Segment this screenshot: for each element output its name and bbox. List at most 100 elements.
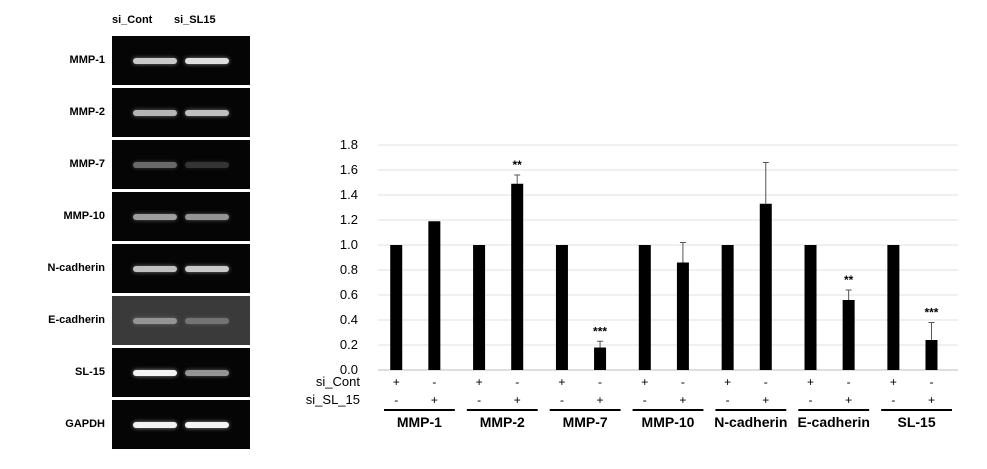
gel-band (133, 161, 177, 168)
x-category-label: MMP-7 (563, 414, 608, 430)
significance-label: *** (593, 324, 607, 338)
gel-band (133, 109, 177, 116)
sign-si-cont: + (558, 375, 565, 389)
sign-si-sl15: - (726, 393, 730, 407)
gel-band (185, 161, 229, 168)
y-tick-label: 0.2 (340, 337, 358, 352)
bar-si-sl15 (511, 183, 524, 370)
sign-si-sl15: - (809, 393, 813, 407)
sign-si-sl15: - (891, 393, 895, 407)
sign-si-cont: + (890, 375, 897, 389)
gel-row-label: MMP-2 (69, 106, 105, 118)
x-category-label: SL-15 (898, 414, 936, 430)
y-tick-label: 0.4 (340, 312, 358, 327)
sign-si-sl15: + (762, 393, 769, 407)
x-category-label: MMP-1 (397, 414, 442, 430)
gel-band (185, 421, 229, 428)
gel-panel (112, 192, 250, 241)
bar-si-sl15 (676, 262, 689, 370)
gel-row-mmp-10: MMP-10 (30, 192, 250, 241)
gel-row-label: MMP-10 (63, 210, 105, 222)
western-blot-panels: MMP-1 MMP-2 MMP-7 MMP-10 N-cadherin E-cadheri… (30, 36, 250, 460)
row-label-si-sl15: si_SL_15 (306, 392, 360, 407)
gel-panel (112, 296, 250, 345)
gel-row-label: GAPDH (65, 418, 105, 430)
bar-si-sl15 (925, 340, 938, 370)
sign-si-cont: - (681, 375, 685, 389)
significance-label: *** (924, 306, 938, 320)
gel-row-mmp-7: MMP-7 (30, 140, 250, 189)
sign-si-cont: + (476, 375, 483, 389)
sign-si-cont: + (641, 375, 648, 389)
y-tick-label: 0.6 (340, 287, 358, 302)
y-tick-label: 1.2 (340, 212, 358, 227)
gel-band (185, 57, 229, 64)
gel-row-mmp-2: MMP-2 (30, 88, 250, 137)
x-category-label: MMP-10 (642, 414, 695, 430)
bar-si-sl15 (428, 221, 441, 370)
gel-row-label: N-cadherin (47, 262, 105, 274)
gel-band (133, 369, 177, 376)
bar-si-sl15 (759, 203, 772, 370)
sign-si-sl15: - (394, 393, 398, 407)
x-category-label: E-cadherin (798, 414, 870, 430)
bar-si-cont (473, 245, 486, 370)
bar-si-sl15 (594, 347, 607, 370)
gel-panel (112, 400, 250, 449)
gel-row-sl-15: SL-15 (30, 348, 250, 397)
bar-si-sl15 (842, 300, 855, 370)
gel-band (133, 265, 177, 272)
gel-band (185, 265, 229, 272)
x-category-label: MMP-2 (480, 414, 525, 430)
gel-row-label: E-cadherin (48, 314, 105, 326)
gel-panel (112, 36, 250, 85)
sign-si-sl15: + (597, 393, 604, 407)
gel-panel (112, 348, 250, 397)
sign-si-sl15: - (477, 393, 481, 407)
sign-si-cont: - (598, 375, 602, 389)
x-category-label: N-cadherin (714, 414, 787, 430)
lane-header-si-sl15: si_SL15 (174, 14, 216, 26)
gel-band (185, 317, 229, 324)
sign-si-cont: - (929, 375, 933, 389)
y-tick-label: 1.6 (340, 162, 358, 177)
sign-si-sl15: + (928, 393, 935, 407)
sign-si-sl15: - (643, 393, 647, 407)
gel-band (133, 57, 177, 64)
sign-si-sl15: + (679, 393, 686, 407)
gel-row-n-cadherin: N-cadherin (30, 244, 250, 293)
bar-si-cont (390, 245, 403, 370)
sign-si-cont: - (847, 375, 851, 389)
y-tick-label: 0.8 (340, 262, 358, 277)
gel-panel (112, 244, 250, 293)
gel-lane-headers: si_Cont si_SL15 (112, 8, 242, 28)
bar-si-cont (887, 245, 900, 370)
gel-row-label: MMP-1 (69, 54, 105, 66)
gel-band (185, 369, 229, 376)
expression-bar-chart: 0.0 0.2 0.4 0.6 0.8 1.0 1.2 1.4 1.6 1.8 + - - + MMP-1 *… (306, 137, 958, 430)
gel-band (133, 213, 177, 220)
row-label-si-cont: si_Cont (316, 374, 360, 389)
lane-header-si-cont: si_Cont (112, 14, 153, 26)
gel-panel (112, 140, 250, 189)
sign-si-sl15: + (514, 393, 521, 407)
sign-si-cont: - (764, 375, 768, 389)
bar-si-cont (721, 245, 734, 370)
sign-si-cont: + (393, 375, 400, 389)
bar-si-cont (804, 245, 817, 370)
y-tick-label: 0.0 (340, 362, 358, 377)
gel-panel (112, 88, 250, 137)
significance-label: ** (844, 273, 854, 287)
gel-row-label: SL-15 (75, 366, 105, 378)
sign-si-cont: + (807, 375, 814, 389)
gel-band (133, 421, 177, 428)
sign-si-cont: - (432, 375, 436, 389)
sign-si-sl15: + (431, 393, 438, 407)
gel-row-label: MMP-7 (69, 158, 105, 170)
gel-band (133, 317, 177, 324)
gel-row-gapdh: GAPDH (30, 400, 250, 449)
gel-band (185, 213, 229, 220)
gel-row-e-cadherin: E-cadherin (30, 296, 250, 345)
sign-si-cont: + (724, 375, 731, 389)
y-tick-label: 1.8 (340, 137, 358, 152)
